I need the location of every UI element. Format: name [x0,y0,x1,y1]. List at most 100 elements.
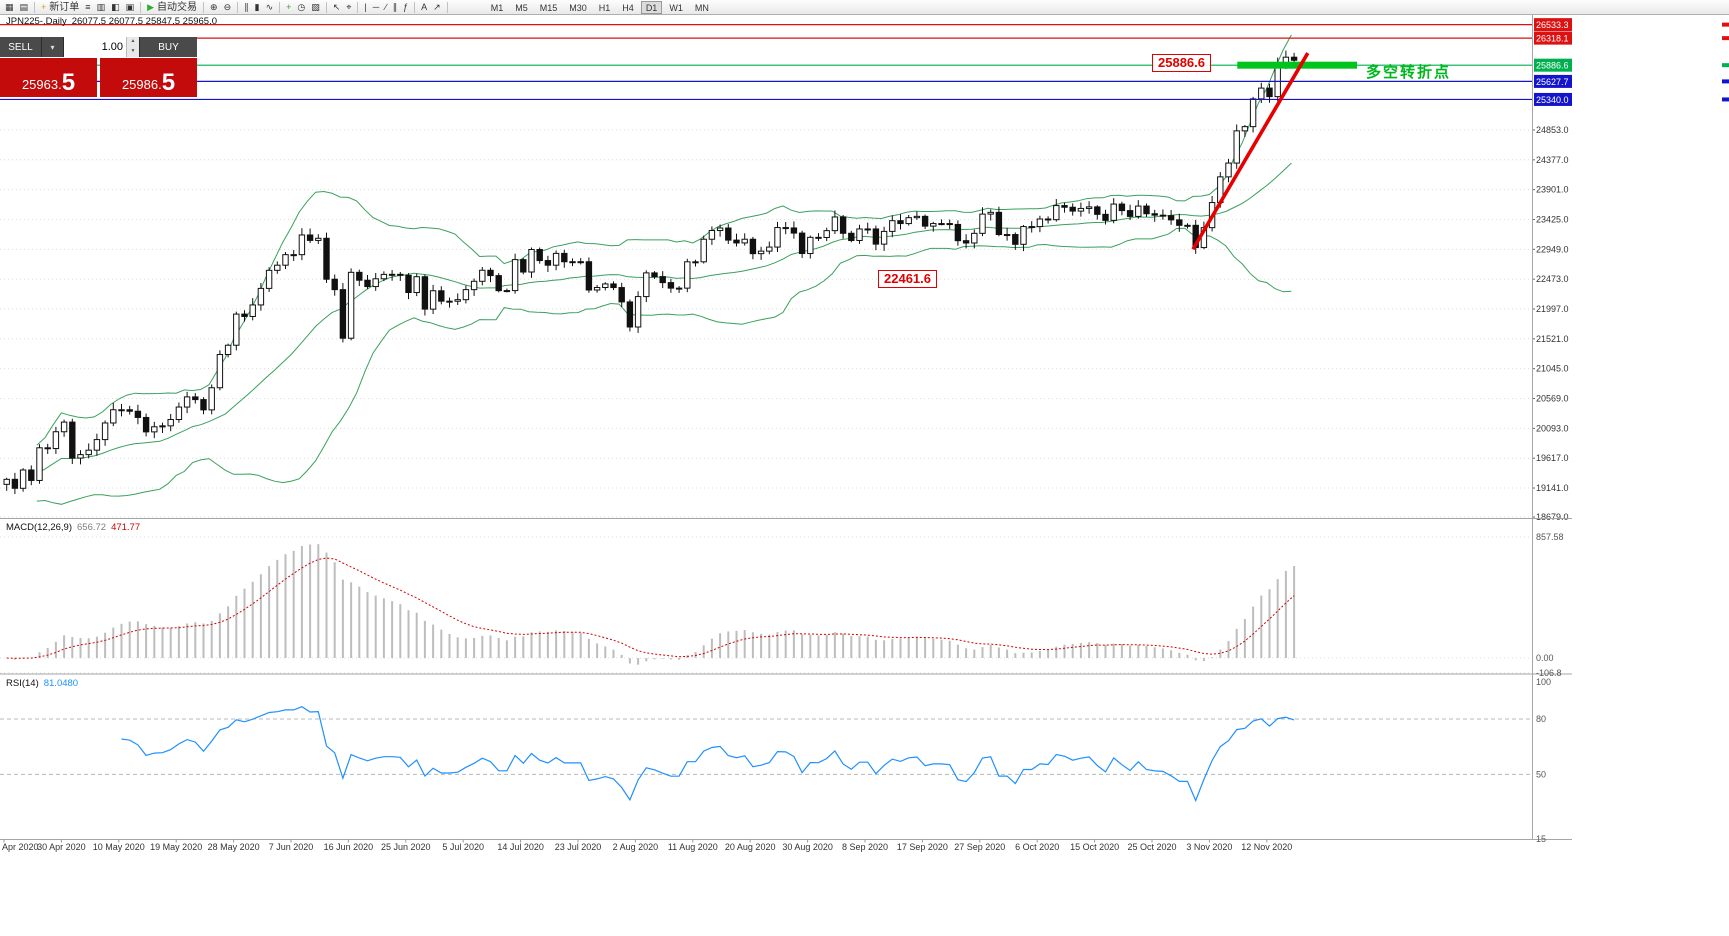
svg-text:100: 100 [1536,677,1551,687]
svg-text:3 Nov 2020: 3 Nov 2020 [1186,842,1232,852]
timeframe-d1[interactable]: D1 [640,0,663,14]
timeframe-m15[interactable]: M15 [539,2,558,13]
periods-icon: ◷ [297,1,306,12]
sell-price-main: 25963. [21,77,62,92]
symbol-name: JPN225-,Daily [6,16,67,27]
vertical-line-icon: | [364,1,367,12]
buy-price-main: 25986. [121,77,162,92]
svg-text:24853.0: 24853.0 [1536,125,1569,135]
rsi-pane: 100 80 50 15 [0,677,1551,844]
navigator-icon: ◧ [111,1,120,12]
chart-profiles-icon: ▤ [19,1,29,12]
svg-text:16 Jun 2020: 16 Jun 2020 [324,842,374,852]
rsi-name: RSI(14) [6,678,39,689]
timeframe-group: M1 M5 M15 M30 H1 H4 D1 W1 MN [485,0,715,14]
timeframe-m1[interactable]: M1 [490,2,504,13]
text-button[interactable]: A [418,1,430,14]
arrow-tools-button[interactable]: ↗ [430,1,444,14]
svg-text:27 Sep 2020: 27 Sep 2020 [954,842,1005,852]
svg-text:21521.0: 21521.0 [1536,334,1569,344]
buy-price-button[interactable]: 25986. 5 [100,58,197,97]
toolbar-separator [357,1,359,13]
svg-text:30 Aug 2020: 30 Aug 2020 [782,842,833,852]
price-annotation-box-22461[interactable]: 22461.6 [878,270,937,288]
timeframe-w1[interactable]: W1 [669,2,683,13]
volume-input[interactable] [64,37,126,57]
volume-stepper[interactable]: ▲ ▼ [126,37,139,57]
trendline-icon: ∕ [385,1,387,12]
timeframe-mn[interactable]: MN [694,2,709,13]
cursor-icon: ↖ [332,1,341,12]
svg-text:11 Aug 2020: 11 Aug 2020 [668,842,718,852]
terminal-icon: ▣ [125,1,135,12]
channel-icon: ∥ [392,1,398,12]
text-icon: A [421,1,428,12]
buy-button[interactable]: BUY [140,37,197,57]
order-type-dropdown[interactable]: ▾ [42,37,64,57]
bar-chart-icon: ∥ [244,1,249,12]
crosshair-button[interactable]: ⌖ [343,1,354,14]
price-level-lines[interactable]: 26533.3 26318.1 25886.6 25627.7 25340.0 [0,18,1729,106]
sell-price-button[interactable]: 25963. 5 [0,58,97,97]
timeframe-m30[interactable]: M30 [569,2,587,13]
toolbar-separator [279,1,281,13]
svg-text:857.58: 857.58 [1536,532,1564,542]
chart-background [0,15,1729,936]
new-order-icon: + [41,1,47,12]
chart-profiles-button[interactable]: ▤ [17,1,32,14]
svg-text:0.00: 0.00 [1536,653,1554,663]
market-watch-button[interactable]: ≡ [82,1,93,14]
svg-text:20093.0: 20093.0 [1536,423,1569,433]
periods-button[interactable]: ◷ [294,1,308,14]
timeframe-h4[interactable]: H4 [622,2,634,13]
indicators-button[interactable]: + [283,1,294,14]
toolbar-separator [203,1,205,13]
svg-text:20 Aug 2020: 20 Aug 2020 [725,842,776,852]
toolbar-separator [34,1,36,13]
macd-name: MACD(12,26,9) [6,522,72,533]
svg-text:80: 80 [1536,714,1546,724]
trendline-button[interactable]: ∕ [382,1,390,14]
trend-line[interactable] [1191,52,1310,251]
svg-text:17 Sep 2020: 17 Sep 2020 [897,842,948,852]
fibonacci-button[interactable]: ƒ [400,1,411,14]
svg-text:21997.0: 21997.0 [1536,304,1569,314]
data-window-button[interactable]: ▥ [94,1,109,14]
horizontal-line-button[interactable]: ─ [370,1,382,14]
turning-point-line[interactable] [1237,61,1357,69]
turning-point-label[interactable]: 多空转折点 [1366,64,1452,81]
navigator-button[interactable]: ◧ [108,1,123,14]
one-click-trading-panel: SELL ▾ ▲▼ BUY 25963.5 25986.5 [0,37,197,97]
zoom-in-button[interactable]: ⊕ [207,1,221,14]
line-chart-button[interactable]: ∿ [263,1,277,14]
bar-chart-button[interactable]: ∥ [241,1,252,14]
candlestick-chart-button[interactable]: ▮ [252,1,263,14]
channel-button[interactable]: ∥ [390,1,401,14]
pane-separators[interactable] [0,15,1572,840]
timeframe-m5[interactable]: M5 [515,2,528,13]
svg-text:8 Sep 2020: 8 Sep 2020 [842,842,888,852]
volume-field: ▲▼ [64,37,140,57]
timeframe-h1[interactable]: H1 [598,2,611,13]
svg-text:23901.0: 23901.0 [1536,185,1569,195]
svg-text:25340.0: 25340.0 [1536,95,1569,105]
vertical-line-button[interactable]: | [361,1,369,14]
toolbar-separator [237,1,239,13]
price-annotation-box-25886[interactable]: 25886.6 [1152,54,1211,72]
macd-pane: 857.58 0.00 -106.8 [0,532,1564,678]
templates-button[interactable]: ▧ [308,1,323,14]
svg-text:23425.0: 23425.0 [1536,214,1569,224]
zoom-in-icon: ⊕ [210,1,218,12]
zoom-out-button[interactable]: ⊖ [221,1,235,14]
svg-text:18679.0: 18679.0 [1536,512,1569,522]
sell-button[interactable]: SELL [0,37,42,57]
new-order-button[interactable]: + 新订单 [38,1,82,14]
cursor-button[interactable]: ↖ [330,1,344,14]
svg-text:7 Jun 2020: 7 Jun 2020 [269,842,314,852]
new-chart-button[interactable]: ▦ [2,1,17,14]
candlestick-chart-icon: ▮ [254,1,260,12]
auto-trading-button[interactable]: ▶ 自动交易 [144,1,200,14]
terminal-button[interactable]: ▣ [123,1,138,14]
